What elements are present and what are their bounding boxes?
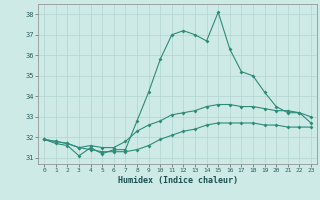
X-axis label: Humidex (Indice chaleur): Humidex (Indice chaleur) (118, 176, 238, 185)
